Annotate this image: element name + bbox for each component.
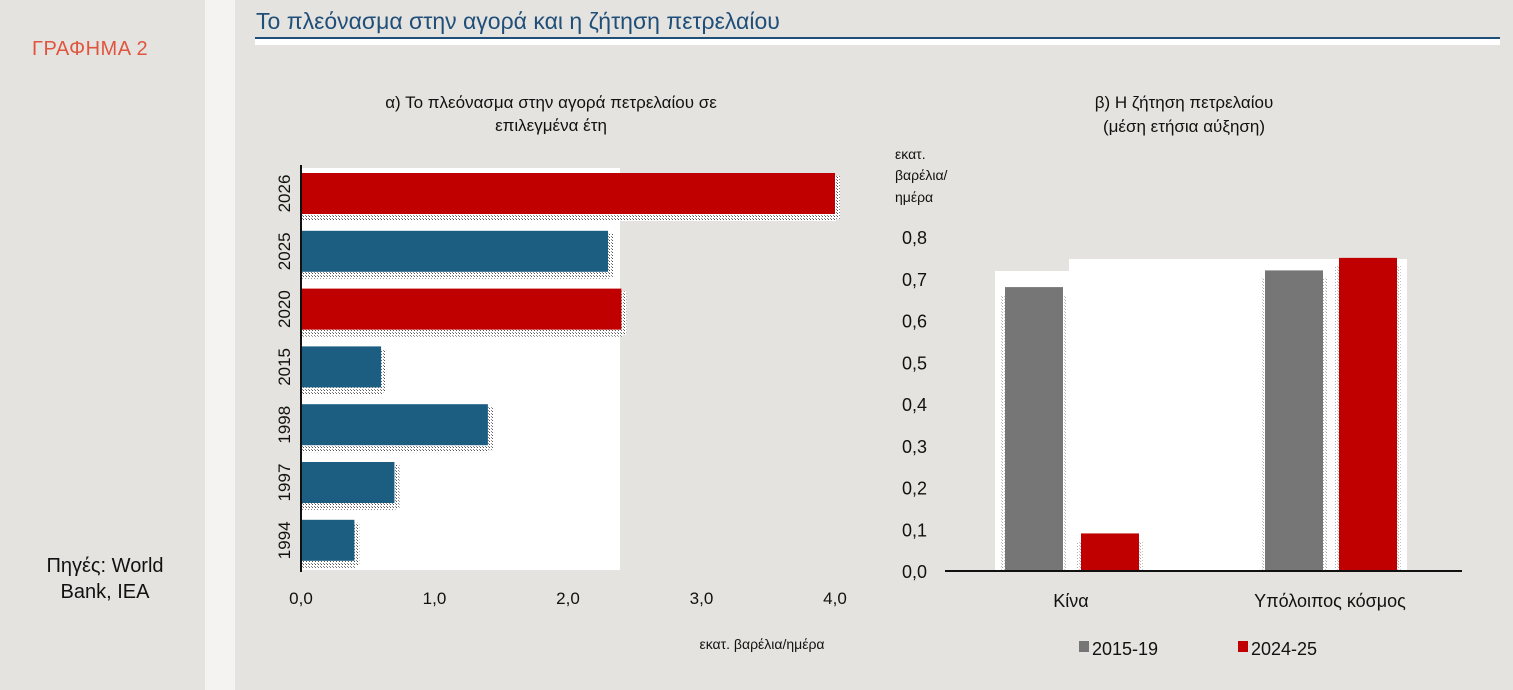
legend-label-2015-19: 2015-19 <box>1092 639 1158 659</box>
chart-b-legend: 2015-19 2024-25 <box>1079 639 1317 659</box>
chart-b-title-line1: β) Η ζήτηση πετρελαίου <box>1095 93 1274 112</box>
bar-shadow <box>302 329 623 337</box>
y-tick-label: 0,2 <box>902 479 927 499</box>
chart-b-y-label-line3: ημέρα <box>895 189 933 205</box>
y-tick-label: 0,3 <box>902 437 927 457</box>
y-tick-label-2025: 2025 <box>275 232 294 270</box>
chart-a-title-line1: α) Το πλεόνασμα στην αγορά πετρελαίου σε <box>385 93 717 112</box>
bar-shadow <box>394 465 400 508</box>
y-tick-label: 0,5 <box>902 353 927 373</box>
chart-b-title-line2: (μέση ετήσια αύξηση) <box>1103 117 1265 136</box>
x-tick-label: 4,0 <box>823 589 847 608</box>
sidebar-divider <box>205 0 235 690</box>
bar-shadow <box>621 291 627 335</box>
x-tick-label: 0,0 <box>289 589 313 608</box>
bar-shadow <box>835 176 840 219</box>
chart-a-x-axis-label: εκατ. βαρέλια/ημέρα <box>699 636 824 652</box>
y-tick-label: 0,4 <box>902 395 927 415</box>
bar-shadow <box>608 233 614 277</box>
bar-shadow <box>381 349 387 393</box>
bar-shadow <box>302 387 383 395</box>
title-band <box>255 39 1500 45</box>
bar-1998 <box>301 404 488 446</box>
bar-2015 <box>301 346 382 388</box>
bar-2015-19-1 <box>1265 270 1323 571</box>
y-tick-label: 0,1 <box>902 520 927 540</box>
chart-b-y-label-line2: βαρέλια/ <box>895 167 948 183</box>
y-tick-label: 0,0 <box>902 562 927 582</box>
y-tick-label-2020: 2020 <box>275 290 294 328</box>
bar-shadow <box>487 407 493 451</box>
bar-shadow <box>354 522 360 566</box>
title-underline <box>255 37 1500 39</box>
bar-1994 <box>301 519 355 561</box>
bar-2026 <box>301 173 835 214</box>
bar-shadow <box>302 214 836 221</box>
legend-swatch-2015-19 <box>1079 641 1089 652</box>
chart-b-y-label-line1: εκατ. <box>895 146 926 162</box>
chart-b-category-0: Κίνα <box>1053 591 1088 611</box>
bar-2024-25-0 <box>1081 533 1139 571</box>
bar-2015-19-0 <box>1005 287 1063 571</box>
bar-2024-25-1 <box>1339 257 1397 571</box>
x-tick-label: 3,0 <box>690 589 714 608</box>
y-tick-label-1998: 1998 <box>275 406 294 444</box>
chart-b-category-1: Υπόλοιπος κόσμος <box>1254 591 1406 611</box>
y-tick-label-2026: 2026 <box>275 175 294 213</box>
y-tick-label: 0,8 <box>902 228 927 248</box>
bar-shadow <box>302 560 356 568</box>
y-tick-label-2015: 2015 <box>275 348 294 386</box>
chart-a: α) Το πλεόνασμα στην αγορά πετρελαίου σε… <box>275 93 847 652</box>
bar-shadow <box>302 503 396 510</box>
bar-shadow <box>302 445 489 453</box>
chart-a-title-line2: επιλεγμένα έτη <box>495 116 607 135</box>
bar-2020 <box>301 288 622 330</box>
y-tick-label: 0,7 <box>902 270 927 290</box>
bar-shadow <box>302 271 610 279</box>
y-tick-label-1994: 1994 <box>275 521 294 559</box>
y-tick-label-1997: 1997 <box>275 464 294 502</box>
y-tick-label: 0,6 <box>902 312 927 332</box>
page-title: Το πλεόνασμα στην αγορά και η ζήτηση πετ… <box>256 8 780 34</box>
bar-1997 <box>301 462 395 503</box>
x-tick-label: 2,0 <box>556 589 580 608</box>
sources-note: Πηγές: World Bank, IEA <box>46 555 164 603</box>
legend-label-2024-25: 2024-25 <box>1251 639 1317 659</box>
bar-2025 <box>301 230 609 272</box>
figure-label: ΓΡΑΦΗΜΑ 2 <box>32 38 149 60</box>
chart-b: β) Η ζήτηση πετρελαίου (μέση ετήσια αύξη… <box>895 93 1462 659</box>
x-tick-label: 1,0 <box>423 589 447 608</box>
legend-swatch-2024-25 <box>1238 641 1248 652</box>
sidebar <box>0 0 205 690</box>
